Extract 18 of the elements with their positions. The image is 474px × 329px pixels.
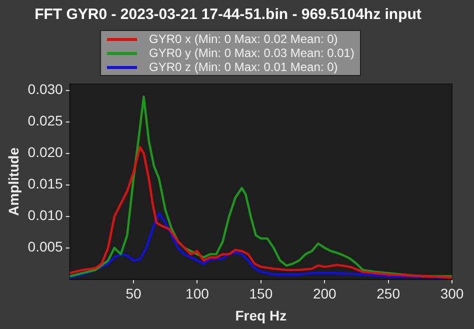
y-tick-label: 0.005 [28, 238, 64, 255]
x-tick-label: 150 [249, 286, 273, 302]
x-tick-label: 200 [312, 286, 337, 302]
y-tick-label: 0.020 [28, 144, 64, 160]
x-tick-label: 250 [376, 286, 400, 302]
x-axis-title: Freq Hz [235, 307, 287, 324]
legend-label: GYR0 z (Min: 0 Max: 0.01 Mean: 0) [149, 60, 338, 74]
y-axis-title: Amplitude [5, 147, 22, 216]
y-tick-label: 0.010 [28, 207, 64, 224]
x-tick-label: 50 [126, 286, 142, 302]
y-tick-label: 0.025 [28, 112, 64, 129]
x-tick-label: 300 [440, 286, 464, 302]
y-tick-label: 0.015 [28, 176, 64, 192]
chart-title: FFT GYR0 - 2023-03-21 17-44-51.bin - 969.5104hz input [34, 6, 422, 24]
y-tick-label: 0.030 [28, 81, 64, 98]
x-tick-label: 100 [186, 286, 210, 302]
legend-label: GYR0 y (Min: 0 Max: 0.03 Mean: 0.01) [149, 46, 354, 60]
legend-label: GYR0 x (Min: 0 Max: 0.02 Mean: 0) [149, 32, 338, 46]
